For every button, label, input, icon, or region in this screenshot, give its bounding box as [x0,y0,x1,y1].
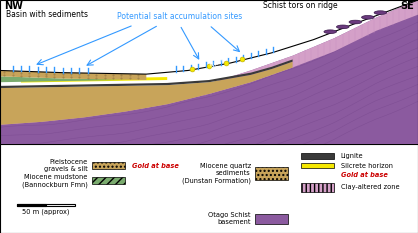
Ellipse shape [349,20,362,24]
Text: Silcrete boulders: Silcrete boulders [209,33,262,70]
Ellipse shape [374,11,387,14]
Text: Gold at base: Gold at base [341,172,387,178]
Bar [17,204,46,206]
Text: Silcrete horizon: Silcrete horizon [341,163,393,169]
Bar [92,162,125,169]
Polygon shape [0,0,418,125]
Text: Basin with sediments: Basin with sediments [6,10,88,19]
Ellipse shape [324,30,336,34]
Polygon shape [0,0,418,74]
Polygon shape [0,70,146,80]
Polygon shape [0,59,293,88]
Bar [255,213,288,224]
Text: Schist tors on ridge: Schist tors on ridge [263,1,338,10]
Polygon shape [0,76,134,82]
Text: Clay-altered zone: Clay-altered zone [341,184,399,190]
Ellipse shape [336,25,349,29]
Text: Miocene quartz
sediments
(Dunstan Formation): Miocene quartz sediments (Dunstan Format… [182,163,251,184]
Text: Pleistocene
gravels & silt: Pleistocene gravels & silt [44,159,88,172]
Text: NW: NW [4,1,23,11]
Polygon shape [0,62,293,125]
Bar [255,168,288,180]
Bar [17,204,75,206]
Text: SE: SE [400,1,414,11]
Polygon shape [0,0,418,147]
Text: Gold at base: Gold at base [132,163,178,169]
Polygon shape [21,77,167,82]
Ellipse shape [362,15,374,19]
Text: 50 m (approx): 50 m (approx) [22,208,70,215]
Text: Lignite: Lignite [341,153,363,159]
Bar [301,182,334,192]
Bar [92,177,125,184]
Bar [301,163,334,168]
Text: Otago Schist
basement: Otago Schist basement [208,212,251,225]
Text: Potential salt accumulation sites: Potential salt accumulation sites [117,12,242,21]
Bar [301,153,334,159]
Text: Miocene mudstone
(Bannockburn Fmn): Miocene mudstone (Bannockburn Fmn) [22,174,88,188]
